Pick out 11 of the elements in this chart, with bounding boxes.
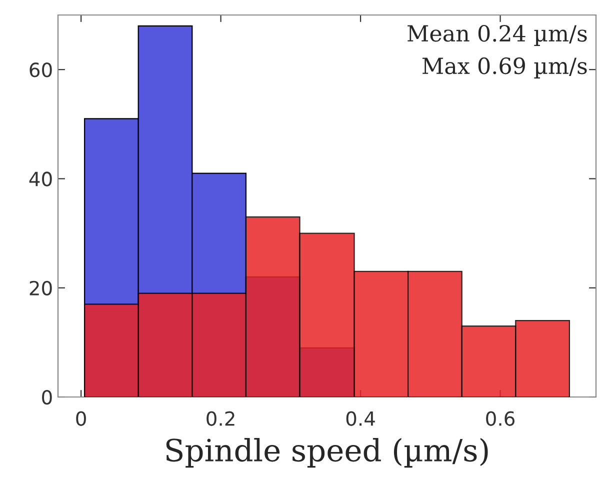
y-tick-label: 60 [30, 62, 52, 78]
y-tick-label: 20 [30, 280, 52, 296]
x-tick-label: 0.4 [346, 411, 375, 426]
x-axis-title: Spindle speed (µm/s) [166, 438, 488, 468]
annotation: Max 0.69 µm/s [422, 57, 587, 79]
x-tick-label: 0 [76, 411, 86, 426]
annotation: Mean 0.24 µm/s [408, 24, 587, 46]
y-tick-label: 40 [29, 172, 52, 186]
x-tick-label: 0.2 [206, 411, 234, 426]
y-tick-label: 0 [42, 390, 52, 405]
x-tick-label: 0.6 [486, 411, 515, 426]
